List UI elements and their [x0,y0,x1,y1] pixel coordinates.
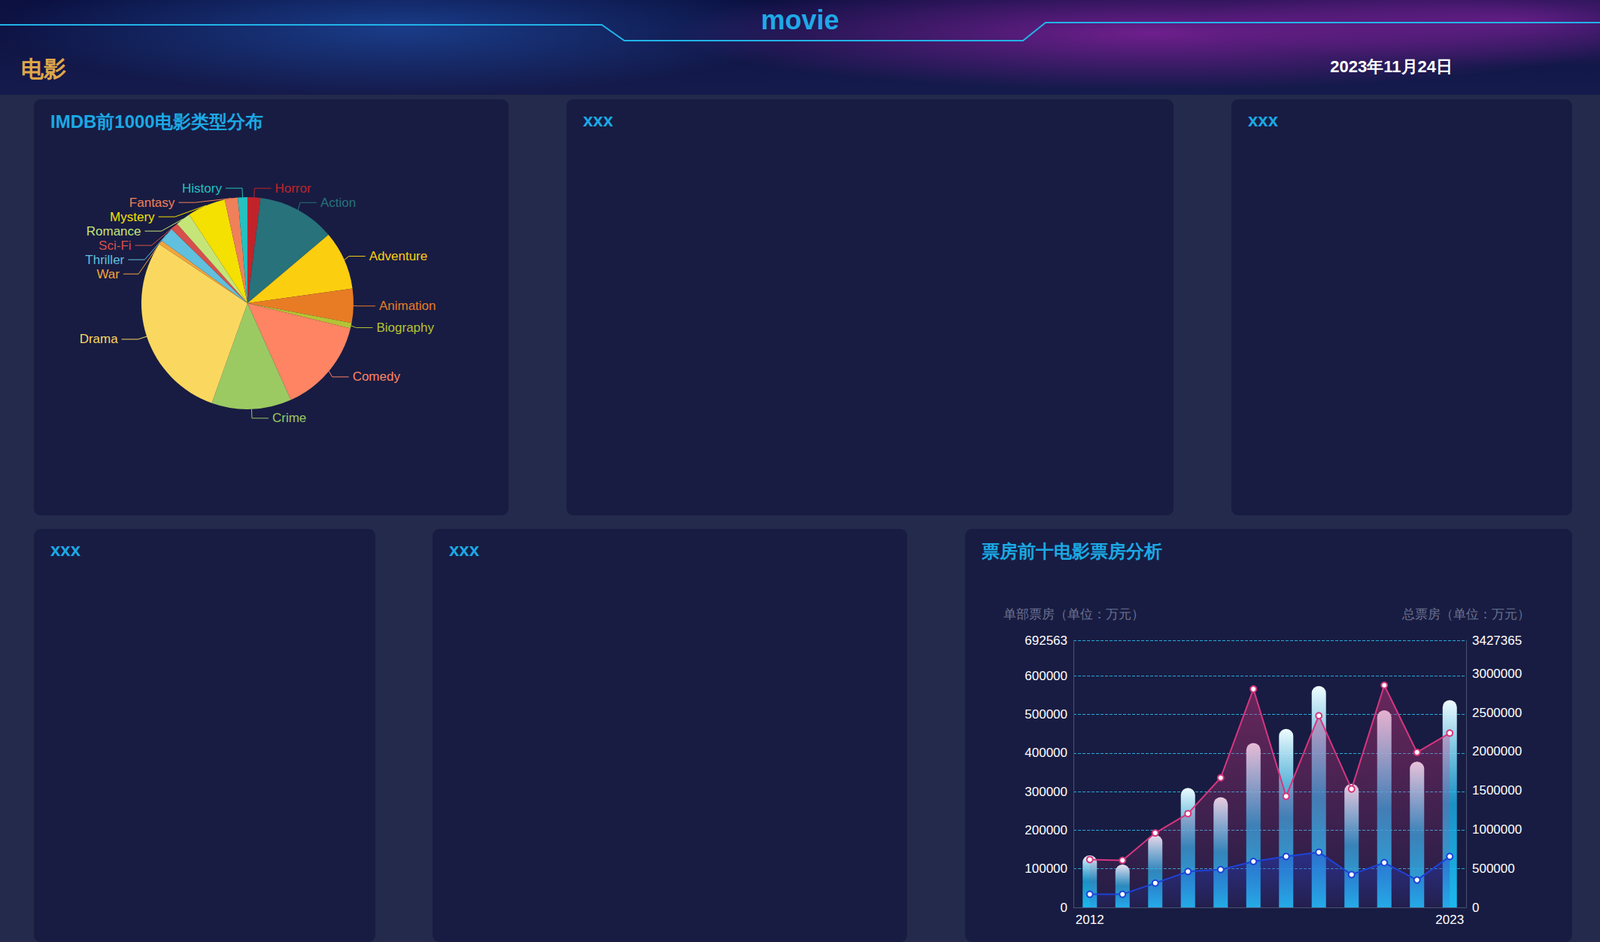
svg-text:Comedy: Comedy [352,369,401,384]
html-text:2023年11月24日: 2023年11月24日 [1330,57,1453,76]
svg-text:Fantasy: Fantasy [129,195,176,210]
html-text:xxx: xxx [1247,109,1279,131]
svg-text:Animation: Animation [379,298,437,313]
svg-text:Action: Action [320,195,356,210]
svg-text:2500000: 2500000 [1472,705,1522,720]
svg-text:Biography: Biography [376,320,435,335]
html-text:xxx: xxx [449,539,480,560]
svg-text:Thriller: Thriller [85,252,125,268]
svg-text:400000: 400000 [1024,745,1068,760]
svg-text:Crime: Crime [272,410,307,426]
html-text:xxx: xxx [50,539,81,560]
html-text:电影: 电影 [21,56,67,82]
svg-text:总票房（单位：万元）: 总票房（单位：万元） [1401,607,1531,622]
svg-text:0: 0 [1472,900,1479,915]
svg-text:Mystery: Mystery [109,209,155,225]
svg-text:3000000: 3000000 [1472,666,1522,681]
svg-text:0: 0 [1060,900,1068,915]
html-text:IMDB前1000电影类型分布: IMDB前1000电影类型分布 [50,111,264,132]
svg-text:Sci-Fi: Sci-Fi [98,238,131,253]
svg-text:600000: 600000 [1024,668,1068,684]
svg-text:2012: 2012 [1075,912,1105,927]
svg-text:100000: 100000 [1024,861,1068,876]
html-text:票房前十电影票房分析: 票房前十电影票房分析 [981,540,1163,562]
svg-text:Drama: Drama [79,331,119,347]
svg-text:3427365: 3427365 [1472,633,1522,648]
svg-text:300000: 300000 [1024,784,1068,799]
svg-text:692563: 692563 [1024,633,1068,648]
svg-text:单部票房（单位：万元）: 单部票房（单位：万元） [1003,607,1145,622]
svg-text:1000000: 1000000 [1472,822,1522,837]
svg-text:War: War [96,267,120,282]
svg-text:Horror: Horror [274,181,312,196]
svg-text:500000: 500000 [1472,861,1515,876]
svg-text:2000000: 2000000 [1472,743,1522,759]
svg-text:1500000: 1500000 [1472,783,1522,798]
svg-text:Adventure: Adventure [369,248,428,264]
svg-text:500000: 500000 [1024,707,1068,722]
svg-text:Romance: Romance [86,224,142,239]
svg-text:History: History [182,181,222,196]
html-text:movie: movie [760,4,840,36]
svg-text:200000: 200000 [1024,822,1068,838]
svg-text:2023: 2023 [1435,912,1464,927]
html-text:xxx: xxx [582,109,614,131]
